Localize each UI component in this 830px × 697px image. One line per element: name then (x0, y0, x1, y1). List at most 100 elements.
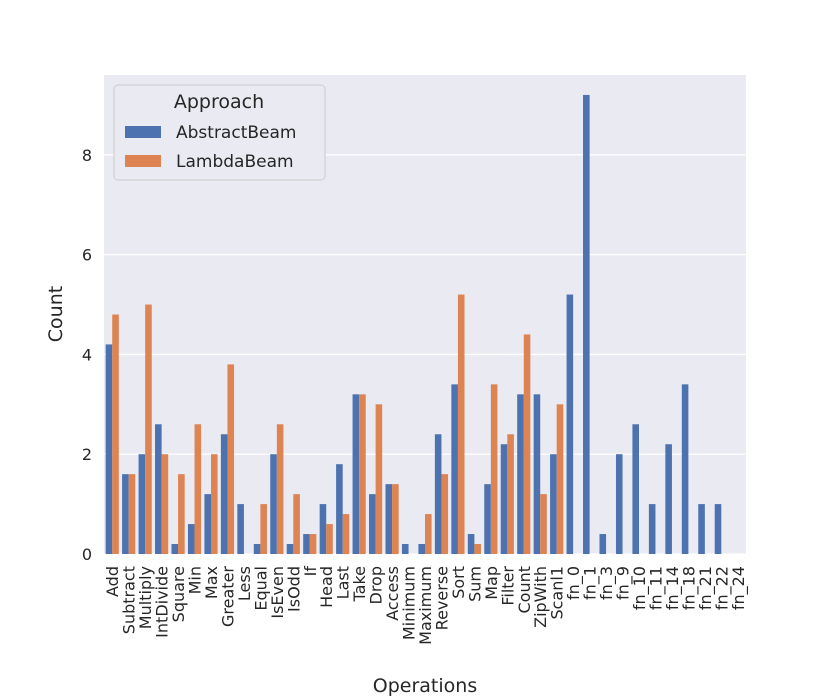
x-tick-label: fn_9 (614, 566, 634, 600)
bar-abstractbeam-minimum (401, 544, 409, 554)
x-tick-label: fn_10 (630, 566, 650, 610)
x-tick-label: fn_0 (564, 566, 584, 600)
x-tick-label: Square (169, 566, 188, 622)
x-tick-label: Minimum (400, 566, 419, 640)
bar-abstractbeam-fn-1 (583, 94, 590, 554)
x-tick-label: Equal (251, 566, 270, 611)
x-tick-label: fn_11 (646, 566, 666, 610)
bar-lambdabeam-max (211, 454, 218, 554)
bar-abstractbeam-fn-10 (632, 424, 639, 554)
y-tick-label: 8 (82, 146, 92, 165)
bar-abstractbeam-multiply (138, 454, 146, 554)
x-tick-label: IsEven (268, 566, 287, 619)
bar-abstractbeam-fn-3 (599, 534, 607, 554)
bar-abstractbeam-zipwith (533, 394, 541, 554)
x-tick-label: fn_24 (729, 566, 749, 610)
bar-abstractbeam-intdivide (155, 424, 162, 554)
x-tick-label: Count (515, 566, 534, 614)
bar-abstractbeam-filter (500, 444, 508, 554)
x-tick-label: Maximum (416, 566, 435, 645)
x-tick-label: fn_3 (597, 566, 617, 600)
bar-abstractbeam-if (303, 534, 310, 554)
bar-lambdabeam-take (359, 394, 366, 554)
x-tick-label: Sum (465, 566, 484, 602)
bar-abstractbeam-greater (220, 434, 228, 554)
x-tick-label: Max (202, 566, 221, 599)
bar-lambdabeam-iseven (276, 424, 284, 554)
bar-lambdabeam-last (342, 514, 350, 554)
legend-title: Approach (174, 91, 264, 113)
x-tick-label: Reverse (432, 566, 451, 630)
x-tick-label: Scanl1 (548, 566, 567, 620)
y-axis-ticks: 0 2 4 6 8 (82, 146, 92, 564)
x-tick-label: Min (186, 566, 205, 594)
y-tick-label: 4 (82, 345, 92, 364)
bars (105, 94, 722, 554)
x-tick-label: fn_1 (581, 566, 601, 600)
x-tick-label: Less (235, 566, 254, 601)
legend-box (113, 84, 326, 181)
y-tick-label: 0 (82, 545, 92, 564)
x-axis-label: Operations (373, 675, 477, 697)
y-axis-label: Count (45, 286, 67, 342)
bar-abstractbeam-max (204, 494, 211, 554)
bar-lambdabeam-access (392, 484, 399, 554)
bar-lambdabeam-filter (507, 434, 514, 554)
x-tick-label: fn_21 (696, 566, 716, 610)
bar-lambdabeam-multiply (145, 304, 152, 554)
bar-abstractbeam-reverse (434, 434, 442, 554)
bar-abstractbeam-head (319, 504, 327, 554)
x-tick-label: Map (482, 566, 501, 600)
bar-lambdabeam-square (178, 474, 185, 554)
bar-lambdabeam-min (194, 424, 202, 554)
x-tick-label: Multiply (136, 566, 155, 629)
x-tick-label: fn_18 (679, 566, 699, 610)
x-tick-label: ZipWith (531, 566, 550, 628)
legend-label-abstractbeam: AbstractBeam (176, 123, 296, 143)
bar-abstractbeam-add (105, 344, 113, 554)
bar-abstractbeam-less (237, 504, 244, 554)
bar-abstractbeam-last (336, 464, 343, 554)
x-axis-ticks: AddSubtractMultiplyIntDivideSquareMinMax… (103, 566, 749, 645)
x-tick-label: Filter (498, 566, 517, 606)
bar-abstractbeam-square (171, 544, 179, 554)
bar-lambdabeam-maximum (425, 514, 432, 554)
bar-abstractbeam-isodd (286, 544, 294, 554)
legend-swatch-abstractbeam (125, 126, 161, 138)
bar-lambdabeam-if (309, 534, 317, 554)
bar-lambdabeam-sum (474, 544, 481, 554)
bar-abstractbeam-fn-11 (648, 504, 656, 554)
legend: Approach AbstractBeam LambdaBeam (113, 84, 326, 181)
bar-lambdabeam-subtract (128, 474, 136, 554)
x-tick-label: IsOdd (284, 566, 303, 612)
x-tick-label: IntDivide (153, 566, 172, 638)
x-tick-label: Access (383, 566, 402, 621)
bar-abstractbeam-sort (451, 384, 458, 554)
x-tick-label: fn_22 (712, 566, 732, 610)
x-tick-label: Sort (449, 566, 468, 599)
y-tick-label: 2 (82, 445, 92, 464)
x-tick-label: Greater (218, 566, 237, 627)
bar-abstractbeam-fn-9 (615, 454, 623, 554)
x-tick-label: Head (317, 566, 336, 608)
bar-lambdabeam-head (326, 524, 333, 554)
x-tick-label: fn_14 (663, 566, 683, 610)
bar-abstractbeam-take (352, 394, 360, 554)
x-tick-label: Last (334, 566, 353, 599)
bar-abstractbeam-scanl1 (550, 454, 557, 554)
bar-abstractbeam-maximum (418, 544, 425, 554)
bar-lambdabeam-scanl1 (556, 404, 564, 554)
bar-abstractbeam-iseven (270, 454, 277, 554)
bar-abstractbeam-map (484, 484, 491, 554)
bar-abstractbeam-fn-18 (681, 384, 689, 554)
bar-lambdabeam-isodd (293, 494, 300, 554)
legend-swatch-lambdabeam (125, 155, 161, 167)
bar-lambdabeam-reverse (441, 474, 449, 554)
bar-abstractbeam-drop (369, 494, 376, 554)
bar-lambdabeam-greater (227, 364, 235, 554)
x-tick-label: Add (103, 566, 122, 597)
bar-abstractbeam-min (187, 524, 195, 554)
bar-lambdabeam-add (112, 314, 119, 554)
bar-lambdabeam-count (523, 334, 531, 554)
